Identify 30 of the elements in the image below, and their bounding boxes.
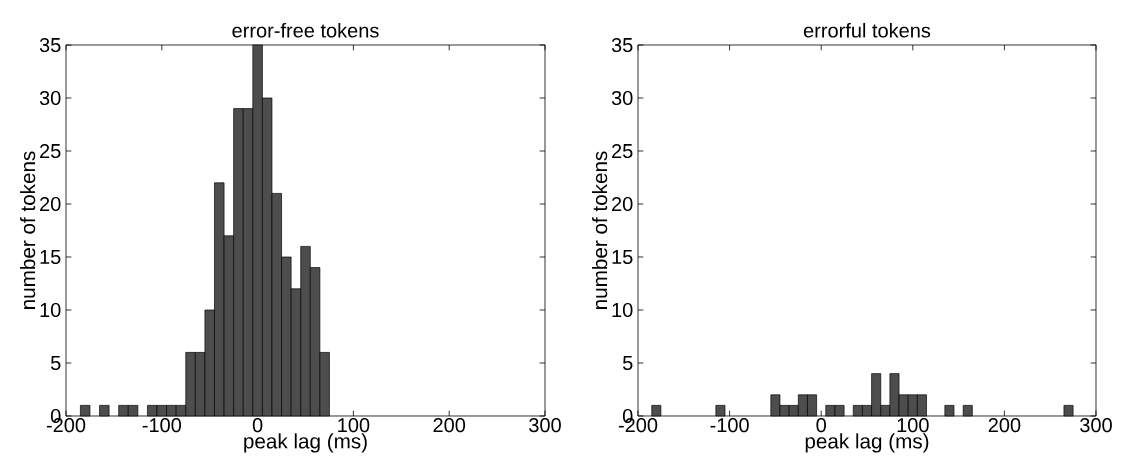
x-tick-label: 100 [338,418,370,433]
y-tick-label: 5 [50,356,61,370]
x-tick-label: 300 [1080,418,1112,433]
y-tick-label: 35 [611,37,633,53]
y-tick-label: 25 [40,143,61,159]
y-tick-label: 25 [612,143,633,159]
x-tick-label: 0 [816,418,826,433]
y-tick-label: 20 [612,196,633,212]
y-tick-label: 30 [611,90,633,106]
y-tick-label: 30 [39,90,61,106]
y-tick-label: 20 [40,196,61,212]
x-tick-label: 200 [988,418,1021,433]
y-tick-label: 10 [40,302,61,318]
x-tick-label: -100 [142,418,182,433]
x-tick-label: -100 [710,418,749,433]
y-axis-title: number of tokens [20,151,36,309]
chart-title: error-free tokens [232,22,379,38]
y-tick-label: 5 [622,356,633,370]
y-tick-label: 35 [39,37,61,53]
y-tick-label: 10 [612,302,633,318]
y-tick-label: 15 [612,250,633,264]
x-tick-label: 300 [529,418,561,433]
x-tick-label: 200 [433,418,466,433]
x-tick-label: 100 [897,418,929,433]
x-axis-title: peak lag (ms) [805,433,929,453]
y-tick-label: 15 [40,250,61,264]
y-axis-title: number of tokens [592,151,608,309]
x-axis-title: peak lag (ms) [244,433,367,453]
chart-title: errorful tokens [803,22,931,38]
x-tick-label: 0 [252,418,263,433]
